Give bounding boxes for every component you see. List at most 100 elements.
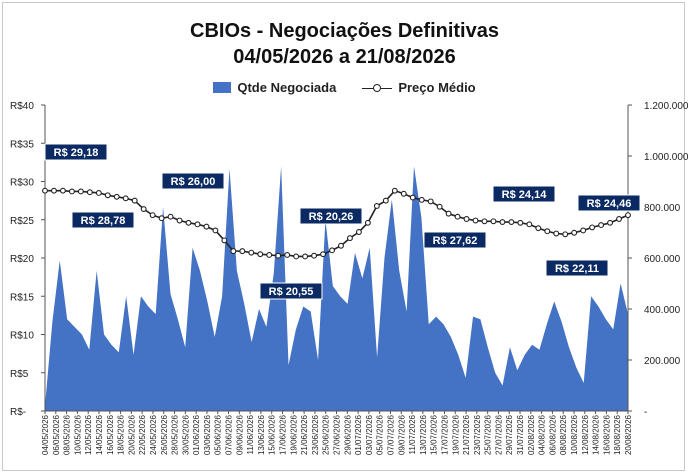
preco-point — [257, 251, 264, 258]
preco-point — [580, 227, 587, 234]
preco-point — [427, 198, 434, 205]
x-tick-label: 24/05/2026 — [149, 414, 158, 455]
preco-point — [239, 248, 246, 255]
preco-point — [373, 203, 380, 209]
price-callout-box — [259, 282, 323, 300]
x-tick-label: 02/08/2026 — [527, 414, 536, 455]
x-tick-label: 01/07/2026 — [354, 414, 363, 455]
preco-point — [311, 252, 318, 259]
legend-label-qtde: Qtde Negociada — [237, 80, 337, 95]
preco-point — [248, 249, 255, 256]
preco-point — [607, 219, 614, 226]
preco-point — [589, 224, 596, 231]
preco-point — [553, 230, 560, 237]
preco-point — [266, 251, 273, 258]
preco-point — [149, 212, 156, 219]
preco-point — [167, 213, 174, 220]
preco-point — [463, 216, 470, 222]
x-tick-label: 08/08/2026 — [559, 414, 568, 455]
preco-point — [454, 213, 461, 220]
x-tick-label: 07/07/2026 — [386, 414, 395, 455]
x-tick-label: 20/05/2026 — [127, 414, 136, 455]
preco-point — [508, 219, 515, 226]
right-tick-label: 600.000 — [644, 254, 681, 265]
x-tick-label: 13/07/2026 — [419, 414, 428, 455]
preco-point — [194, 221, 201, 228]
x-tick-label: 15/07/2026 — [430, 414, 439, 455]
preco-point — [113, 193, 120, 200]
x-tick-label: 27/07/2026 — [494, 414, 503, 455]
preco-point — [68, 188, 75, 195]
x-tick-label: 29/06/2026 — [343, 414, 352, 455]
qtde-area — [45, 166, 628, 411]
x-tick-label: 21/06/2026 — [300, 414, 309, 455]
price-callout-label: R$ 27,62 — [433, 235, 478, 247]
x-tick-label: 30/05/2026 — [181, 414, 190, 455]
preco-point — [499, 219, 506, 226]
left-tick-label: R$10 — [10, 331, 34, 342]
preco-point — [203, 223, 210, 230]
right-tick-label: 200.000 — [644, 356, 681, 367]
preco-point — [347, 235, 353, 242]
chart-title: CBIOs - Negociações Definitivas — [190, 20, 499, 42]
preco-point — [382, 197, 389, 204]
right-tick-label: - — [644, 407, 647, 418]
x-tick-label: 28/05/2026 — [171, 414, 180, 455]
preco-point — [445, 210, 452, 217]
x-tick-label: 18/08/2026 — [613, 414, 622, 455]
price-callout-box — [492, 185, 556, 203]
x-tick-label: 12/08/2026 — [581, 414, 590, 455]
legend: Qtde Negociada Preço Médio — [0, 80, 689, 95]
preco-point — [490, 218, 497, 225]
left-tick-label: R$25 — [10, 216, 34, 227]
preco-point — [212, 227, 219, 234]
x-tick-label: 08/05/2026 — [63, 414, 72, 455]
right-tick-label: 1.000.000 — [644, 152, 689, 163]
x-tick-label: 04/05/2026 — [41, 414, 50, 455]
preco-point — [418, 196, 425, 203]
right-tick-label: 1.200.000 — [644, 101, 689, 112]
price-callout-box — [44, 143, 108, 161]
preco-point — [400, 190, 407, 197]
x-tick-label: 06/05/2026 — [52, 414, 61, 455]
price-callout-box — [299, 207, 363, 225]
x-tick-label: 10/05/2026 — [73, 414, 82, 455]
x-tick-label: 15/06/2026 — [268, 414, 277, 455]
x-tick-label: 20/08/2026 — [624, 414, 633, 455]
x-tick-label: 16/05/2026 — [106, 414, 115, 455]
preco-point — [364, 219, 371, 226]
x-tick-label: 10/08/2026 — [570, 414, 579, 455]
preco-point — [275, 252, 282, 259]
x-tick-label: 25/07/2026 — [484, 414, 493, 455]
preco-point — [59, 187, 66, 194]
preco-point — [140, 206, 147, 212]
preco-point — [571, 229, 578, 236]
preco-point — [158, 215, 165, 222]
right-tick-label: 400.000 — [644, 305, 681, 316]
x-tick-label: 23/07/2026 — [473, 414, 482, 455]
preco-point — [472, 217, 479, 224]
x-tick-label: 17/07/2026 — [440, 414, 449, 455]
preco-point — [77, 188, 84, 195]
preco-point — [302, 253, 309, 260]
x-tick-label: 19/06/2026 — [289, 414, 298, 455]
preco-point — [42, 187, 48, 194]
x-tick-label: 27/06/2026 — [333, 414, 342, 455]
price-callout-box — [423, 231, 487, 249]
x-tick-label: 07/06/2026 — [225, 414, 234, 455]
x-tick-label: 12/05/2026 — [84, 414, 93, 455]
preco-point — [122, 195, 129, 202]
x-tick-label: 23/06/2026 — [311, 414, 320, 455]
left-tick-label: R$20 — [10, 254, 34, 265]
preco-point — [86, 189, 93, 196]
preco-point — [562, 231, 569, 238]
preco-point — [329, 247, 335, 254]
x-tick-label: 16/08/2026 — [602, 414, 611, 455]
x-tick-label: 18/05/2026 — [117, 414, 126, 455]
preco-point — [355, 229, 362, 235]
preco-point — [176, 217, 183, 224]
x-tick-label: 06/08/2026 — [548, 414, 557, 455]
price-callout-label: R$ 24,46 — [587, 198, 632, 210]
preco-point — [616, 216, 622, 222]
